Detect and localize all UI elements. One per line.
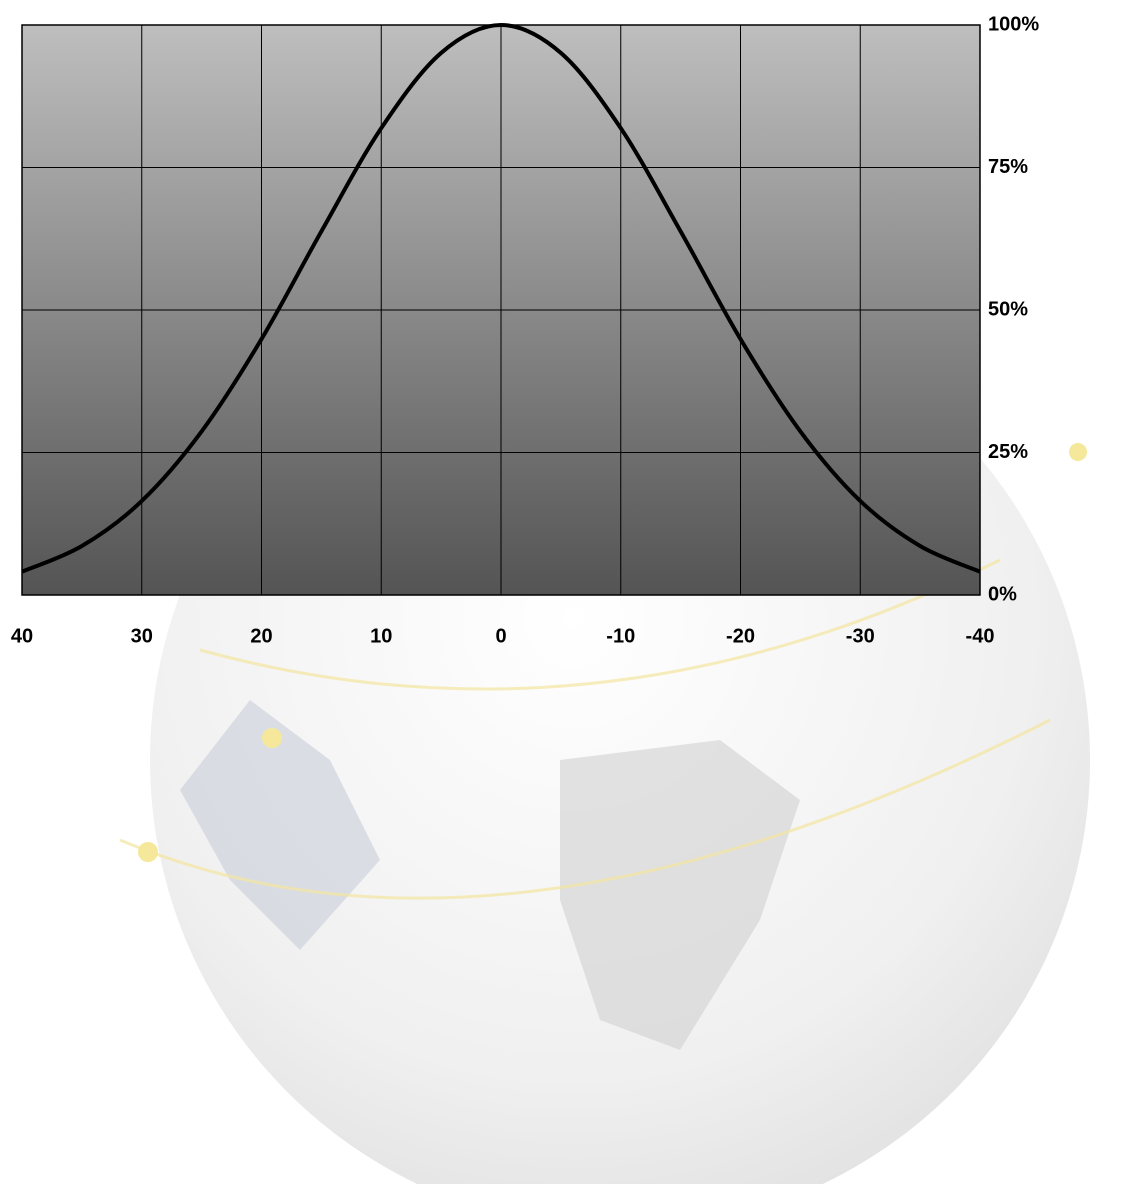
x-tick-label: -20 (726, 625, 755, 647)
plot-border (21, 24, 981, 596)
y-tick-label: 0% (988, 583, 1017, 605)
x-tick-label: -30 (846, 625, 875, 647)
x-tick-label: -10 (606, 625, 635, 647)
x-tick-label: -40 (966, 625, 995, 647)
y-tick-label: 25% (988, 441, 1028, 463)
x-tick-label: 30 (131, 625, 153, 647)
y-tick-label: 50% (988, 298, 1028, 320)
x-tick-label: 10 (370, 625, 392, 647)
x-tick-label: 20 (250, 625, 272, 647)
y-tick-label: 100% (988, 13, 1039, 35)
x-tick-label: 0 (495, 625, 506, 647)
x-tick-label: 40 (11, 625, 33, 647)
y-tick-label: 75% (988, 156, 1028, 178)
